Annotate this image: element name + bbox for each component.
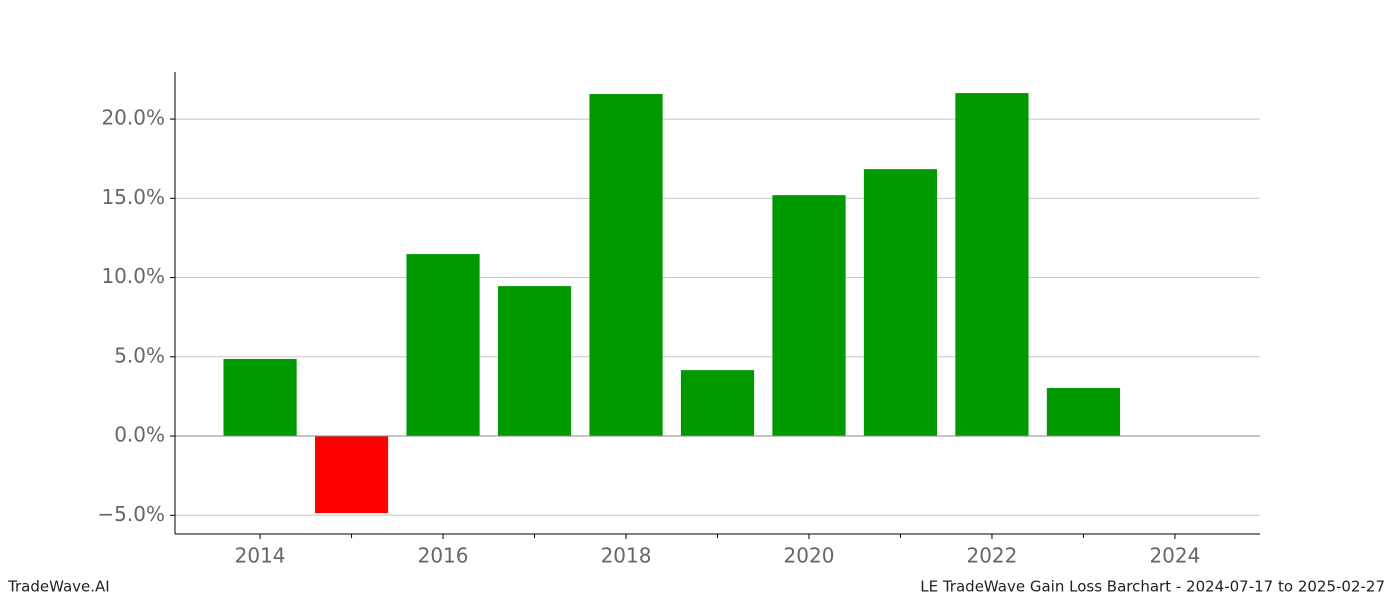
x-tick-label: 2022 bbox=[966, 544, 1017, 568]
chart-title: LE TradeWave Gain Loss Barchart - 2024-0… bbox=[920, 578, 1385, 596]
bar bbox=[223, 359, 297, 437]
bar bbox=[1046, 388, 1121, 437]
y-tick-label: 15.0% bbox=[101, 185, 165, 209]
watermark: TradeWave.AI bbox=[7, 578, 110, 596]
bar bbox=[314, 436, 389, 514]
bar bbox=[863, 169, 938, 437]
bar bbox=[497, 286, 572, 437]
y-tick-label: −5.0% bbox=[97, 502, 165, 526]
x-tick-label: 2024 bbox=[1149, 544, 1200, 568]
bar bbox=[406, 254, 480, 437]
x-tick-label: 2014 bbox=[235, 544, 286, 568]
y-tick-label: 0.0% bbox=[114, 423, 165, 447]
x-tick-label: 2018 bbox=[601, 544, 652, 568]
y-tick-label: 5.0% bbox=[114, 343, 165, 367]
y-tick-label: 10.0% bbox=[101, 264, 165, 288]
y-tick-label: 20.0% bbox=[101, 106, 165, 130]
bar bbox=[955, 93, 1029, 437]
x-tick-label: 2020 bbox=[784, 544, 835, 568]
x-tick-label: 2016 bbox=[418, 544, 469, 568]
bar bbox=[680, 370, 755, 437]
bar bbox=[772, 195, 846, 437]
bar bbox=[589, 94, 663, 437]
